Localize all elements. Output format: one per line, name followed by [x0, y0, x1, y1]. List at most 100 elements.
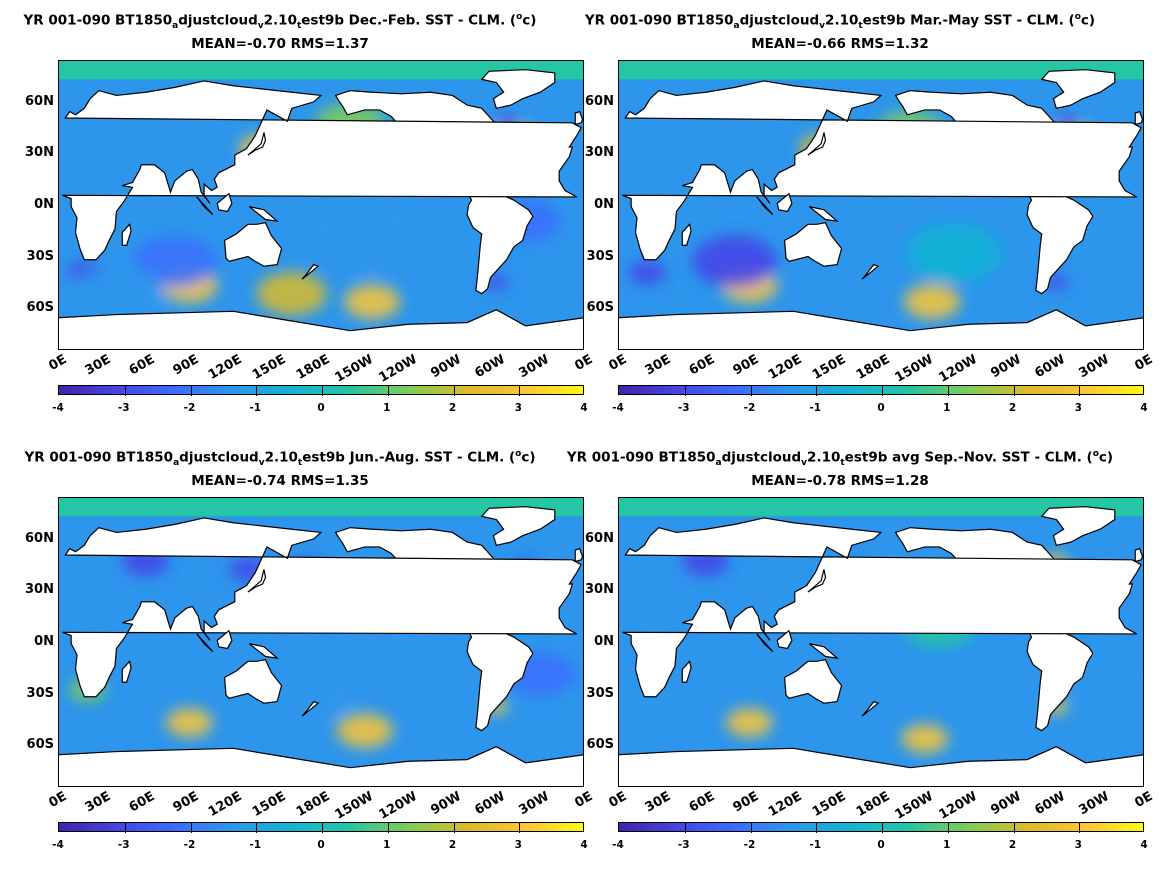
colorbar-tick	[190, 823, 192, 833]
title-part: v	[258, 458, 265, 469]
colorbar-tick	[124, 823, 126, 833]
longitude-tick-label: 30W	[1076, 789, 1112, 819]
anomaly-region	[256, 271, 327, 316]
landmass	[618, 746, 1144, 787]
longitude-tick-label: 0E	[606, 352, 630, 374]
longitude-tick-label: 180E	[293, 789, 333, 821]
title-part: djustcloud	[178, 12, 258, 29]
colorbar-tick-label: -3	[677, 839, 690, 851]
longitude-tick-label: 150E	[249, 352, 289, 384]
colorbar-tick	[684, 823, 686, 833]
colorbar-tick	[256, 386, 258, 396]
longitude-tick-label: 90W	[988, 789, 1024, 819]
colorbar-tick-label: 4	[1140, 839, 1148, 851]
colorbar-tick-label: 2	[448, 839, 457, 851]
landmass	[196, 196, 214, 216]
landmass	[249, 643, 280, 659]
landmass	[1026, 186, 1094, 295]
landmass	[62, 80, 582, 261]
anomaly-region	[628, 694, 666, 719]
colorbar-tick-label: -4	[52, 402, 64, 414]
longitude-tick-label: 180E	[853, 352, 893, 384]
longitude-tick-label: 60W	[1032, 352, 1068, 382]
landmass	[301, 263, 320, 280]
landmass	[681, 660, 692, 683]
longitude-tick-label: 90W	[988, 352, 1024, 382]
latitude-tick-label: 60N	[585, 531, 614, 547]
longitude-tick-label: 90E	[730, 352, 761, 379]
latitude-tick-label: 60S	[586, 736, 614, 752]
colorbar	[58, 822, 584, 833]
longitude-tick-label: 30E	[82, 352, 114, 379]
longitude-tick-label: 60E	[126, 789, 158, 816]
colorbar-tick-label: -3	[117, 839, 130, 851]
map-frame	[618, 60, 1144, 350]
title-part: djustcloud	[739, 12, 820, 29]
landmass	[216, 192, 233, 213]
latitude-tick-label: 30N	[585, 582, 614, 598]
colorbar-tick	[519, 386, 521, 396]
title-part: YR 001-090 BT1850	[566, 449, 716, 466]
longitude-tick-label: 90E	[170, 789, 201, 816]
colorbar-tick-label: 1	[943, 839, 951, 851]
title-part: 2.10	[264, 449, 298, 466]
title-part: est9b Mar.-May SST - CLM. (	[862, 12, 1075, 29]
map-panel: YR 001-090 BT1850adjustcloudv2.10test9b …	[0, 437, 595, 867]
panel-title: YR 001-090 BT1850adjustcloudv2.10test9b …	[0, 12, 560, 31]
anomaly-region	[259, 661, 354, 720]
landmass	[1040, 506, 1116, 547]
colorbar-tick	[1079, 386, 1081, 396]
colorbar-tick-label: 1	[383, 839, 391, 851]
colorbar-tick-label: 1	[943, 402, 951, 414]
colorbar-tick-label: -3	[117, 402, 130, 414]
landmass	[1040, 69, 1116, 110]
latitude-tick-label: 60N	[25, 531, 54, 547]
longitude-tick-label: 120W	[376, 789, 421, 823]
colorbar-tick-label: 3	[514, 839, 522, 851]
arctic-field	[58, 497, 584, 517]
colorbar-tick-label: 4	[580, 402, 588, 414]
latitude-tick-label: 30S	[26, 248, 54, 264]
landmass	[247, 132, 267, 156]
colorbar-tick-label: -4	[612, 402, 624, 414]
longitude-tick-label: 150W	[332, 352, 377, 386]
landmass	[249, 206, 280, 222]
title-part: c)	[1098, 449, 1114, 466]
longitude-tick-label: 90E	[730, 789, 761, 816]
longitude-tick-label: 30E	[642, 789, 674, 816]
title-part: c)	[521, 449, 536, 466]
landmass	[809, 206, 840, 222]
title-part: a	[173, 458, 180, 469]
title-part: djustcloud	[179, 449, 259, 466]
anomaly-region	[907, 224, 1001, 283]
landmass	[223, 222, 283, 267]
colorbar	[618, 822, 1144, 833]
colorbar-tick-label: -2	[183, 839, 196, 851]
landmass	[574, 547, 584, 563]
anomaly-region	[904, 284, 961, 320]
panel-title: YR 001-090 BT1850adjustcloudv2.10test9b …	[560, 449, 1120, 468]
longitude-tick-label: 60E	[126, 352, 158, 379]
longitude-tick-label: 0E	[1132, 352, 1156, 374]
title-part: t	[840, 458, 845, 469]
landmass	[776, 192, 793, 213]
longitude-tick-label: 150W	[892, 789, 937, 823]
colorbar-tick-label: 4	[580, 839, 588, 851]
landmass	[121, 660, 132, 683]
title-part: YR 001-090 BT1850	[23, 12, 173, 29]
colorbar-tick	[684, 386, 686, 396]
latitude-tick-label: 0N	[34, 197, 54, 212]
colorbar-tick	[387, 823, 389, 833]
longitude-tick-label: 150E	[249, 789, 289, 821]
landmass	[466, 623, 534, 732]
sst-anomaly-map	[58, 60, 584, 350]
landmass	[807, 569, 827, 593]
longitude-tick-label: 180E	[853, 789, 893, 821]
landmass	[466, 186, 534, 295]
landmass	[861, 263, 880, 280]
colorbar-tick-label: -1	[249, 402, 262, 414]
longitude-tick-label: 30W	[516, 789, 552, 819]
map-panel: YR 001-090 BT1850adjustcloudv2.10test9b …	[560, 0, 1156, 430]
panel-stats: MEAN=-0.78 RMS=1.28	[751, 473, 929, 489]
longitude-tick-label: 90W	[428, 789, 464, 819]
